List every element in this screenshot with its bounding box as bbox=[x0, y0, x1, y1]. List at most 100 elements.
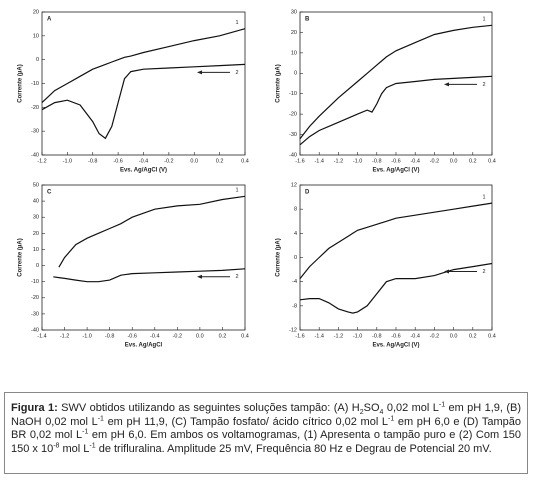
y-axis-label: Corrente (µA) bbox=[18, 64, 24, 102]
caption-text: em pH 11,9, (C) Tampão fosfato/ ácido cí… bbox=[103, 415, 389, 428]
series-label: 1 bbox=[482, 17, 485, 23]
series-line bbox=[299, 262, 493, 314]
y-tick-label: 8 bbox=[294, 207, 297, 213]
x-tick-label: 0.4 bbox=[488, 158, 496, 164]
caption-text: -1 bbox=[89, 441, 96, 449]
y-tick-label: 12 bbox=[291, 182, 297, 188]
y-axis-label: Corrente (µA) bbox=[18, 238, 24, 276]
y-tick-label: 0 bbox=[36, 57, 39, 63]
y-tick-label: -40 bbox=[289, 152, 297, 158]
y-tick-label: -10 bbox=[31, 279, 39, 285]
x-tick-label: -1.0 bbox=[82, 333, 91, 339]
x-axis-label: Evs. Ag/AgCl (V) bbox=[120, 168, 167, 174]
caption-text: 0,02 mol L bbox=[383, 402, 439, 414]
scan-arrowhead bbox=[197, 274, 202, 279]
series-line bbox=[53, 268, 246, 283]
x-tick-label: -0.8 bbox=[372, 333, 381, 339]
caption-text: em pH 6,0 e (D) Tampão BR 0,02 mol L bbox=[11, 415, 521, 442]
series-line bbox=[299, 202, 493, 279]
panel-label: D bbox=[305, 190, 310, 196]
x-tick-label: -0.2 bbox=[430, 333, 439, 339]
y-tick-label: -30 bbox=[31, 129, 39, 135]
x-tick-label: 0.0 bbox=[450, 333, 458, 339]
y-tick-label: -20 bbox=[31, 105, 39, 111]
series-line bbox=[299, 24, 493, 140]
y-tick-label: -4 bbox=[292, 279, 297, 285]
x-tick-label: 0.4 bbox=[488, 333, 496, 339]
x-tick-label: -1.4 bbox=[314, 158, 323, 164]
x-tick-label: 0.4 bbox=[241, 333, 249, 339]
x-tick-label: -0.8 bbox=[88, 158, 97, 164]
y-tick-label: -10 bbox=[31, 81, 39, 87]
x-tick-label: 0.2 bbox=[469, 158, 477, 164]
x-tick-label: -1.2 bbox=[334, 333, 343, 339]
x-tick-label: -0.2 bbox=[430, 158, 439, 164]
series-line bbox=[41, 63, 246, 140]
caption-text: 4 bbox=[379, 409, 384, 417]
y-tick-label: -40 bbox=[31, 327, 39, 333]
plot-frame bbox=[299, 184, 493, 331]
x-tick-label: -0.4 bbox=[150, 333, 159, 339]
series-label: 2 bbox=[482, 82, 485, 88]
y-tick-label: -8 bbox=[292, 303, 297, 309]
series-line bbox=[41, 28, 246, 104]
x-tick-label: -1.0 bbox=[353, 158, 362, 164]
plot-frame bbox=[41, 11, 246, 156]
x-axis-label: Evs. Ag/AgCl (V) bbox=[372, 168, 419, 174]
series-label: 1 bbox=[235, 20, 238, 26]
y-tick-label: 40 bbox=[33, 199, 39, 205]
caption-text: -1 bbox=[388, 414, 395, 422]
panel-label: B bbox=[305, 17, 310, 23]
y-tick-label: -30 bbox=[289, 132, 297, 138]
series-line bbox=[299, 75, 493, 146]
x-tick-label: -0.6 bbox=[113, 158, 122, 164]
x-tick-label: -1.4 bbox=[37, 333, 46, 339]
y-tick-label: -20 bbox=[31, 295, 39, 301]
series-label: 2 bbox=[482, 269, 485, 275]
y-tick-label: 30 bbox=[33, 215, 39, 221]
x-tick-label: -0.6 bbox=[127, 333, 136, 339]
caption-text: -1 bbox=[97, 414, 104, 422]
y-tick-label: -30 bbox=[31, 311, 39, 317]
x-tick-label: -0.4 bbox=[410, 158, 419, 164]
x-tick-label: 0.2 bbox=[469, 333, 477, 339]
scan-arrowhead bbox=[444, 82, 449, 87]
caption-label: Figura 1: bbox=[11, 402, 58, 414]
x-tick-label: -0.2 bbox=[173, 333, 182, 339]
caption-text: de trifluralina. Amplitude 25 mV, Frequê… bbox=[95, 442, 492, 455]
caption-text: SWV obtidos utilizando as seguintes solu… bbox=[57, 402, 360, 414]
y-axis-label: Corrente (µA) bbox=[276, 64, 282, 102]
y-axis-label: Corrente (µA) bbox=[276, 238, 282, 276]
caption-text: -8 bbox=[53, 441, 60, 449]
series-label: 2 bbox=[235, 70, 238, 76]
series-label: 1 bbox=[235, 188, 238, 194]
y-tick-label: 20 bbox=[33, 9, 39, 15]
panel-label: C bbox=[47, 190, 52, 196]
x-tick-label: -0.8 bbox=[105, 333, 114, 339]
scan-arrowhead bbox=[444, 269, 449, 274]
x-tick-label: -0.6 bbox=[391, 333, 400, 339]
x-tick-label: -0.6 bbox=[391, 158, 400, 164]
caption: Figura 1: SWV obtidos utilizando as segu… bbox=[4, 392, 528, 474]
y-tick-label: 0 bbox=[294, 255, 297, 261]
x-tick-label: 0.0 bbox=[196, 333, 204, 339]
y-tick-label: 10 bbox=[33, 247, 39, 253]
x-tick-label: 0.2 bbox=[219, 333, 227, 339]
x-tick-label: -1.6 bbox=[295, 158, 304, 164]
x-tick-label: -1.2 bbox=[37, 158, 46, 164]
x-axis-label: Evs. Ag/AgCl (V) bbox=[372, 343, 419, 349]
x-tick-label: -0.4 bbox=[139, 158, 148, 164]
x-tick-label: -1.0 bbox=[63, 158, 72, 164]
y-tick-label: 0 bbox=[36, 263, 39, 269]
series-line bbox=[58, 195, 246, 268]
x-tick-label: 0.4 bbox=[241, 158, 249, 164]
y-tick-label: -20 bbox=[289, 112, 297, 118]
y-tick-label: 20 bbox=[291, 30, 297, 36]
caption-text: em pH 1,9, (B) NaOH 0,02 mol L bbox=[11, 402, 522, 428]
panel-label: A bbox=[47, 17, 52, 23]
caption-text: 2 bbox=[359, 409, 364, 417]
series-label: 2 bbox=[235, 274, 238, 280]
x-tick-label: -1.6 bbox=[295, 333, 304, 339]
